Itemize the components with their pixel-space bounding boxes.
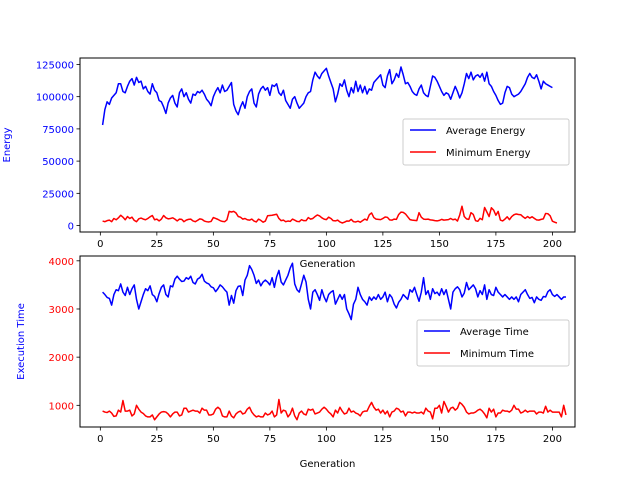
y-tick-label: 3000 <box>49 305 74 316</box>
x-tick-label: 75 <box>263 239 276 250</box>
x-tick-label: 50 <box>207 434 220 445</box>
x-tick-label: 25 <box>150 239 163 250</box>
x-tick-label: 0 <box>97 434 103 445</box>
x-tick-label: 50 <box>207 239 220 250</box>
x-tick-label: 175 <box>486 239 505 250</box>
energy-ticks: 0 25 50 75 100 125 150 175 200 0 25000 50000 75000 10… <box>36 60 562 250</box>
x-tick-label: 150 <box>430 434 449 445</box>
time-ticks: 0 25 50 75 100 125 150 175 200 1000 2000 3000 4000 <box>49 257 562 445</box>
energy-series-lines <box>101 66 558 224</box>
x-tick-label: 100 <box>317 239 336 250</box>
legend-label: Average Energy <box>446 126 525 137</box>
x-tick-label: 0 <box>97 239 103 250</box>
time-series-lines <box>102 262 567 421</box>
legend-box <box>416 319 570 367</box>
y-tick-label: 125000 <box>36 60 74 71</box>
energy-subplot: 0 25 50 75 100 125 150 175 200 0 25000 50000 75000 10… <box>2 57 576 270</box>
y-tick-label: 2000 <box>49 353 74 364</box>
series-line-minimum-energy <box>102 205 558 224</box>
x-tick-label: 125 <box>373 239 392 250</box>
x-tick-label: 75 <box>263 434 276 445</box>
time-ylabel: Execution Time <box>16 303 27 380</box>
y-tick-label: 25000 <box>42 189 74 200</box>
y-tick-label: 75000 <box>42 125 74 136</box>
energy-xlabel: Generation <box>300 259 356 270</box>
time-xlabel: Generation <box>300 459 356 470</box>
legend-label: Minimum Energy <box>446 148 531 159</box>
legend-label: Average Time <box>460 327 529 338</box>
energy-plot-area <box>79 57 576 233</box>
x-tick-label: 175 <box>486 434 505 445</box>
y-tick-label: 1000 <box>49 401 74 412</box>
x-tick-label: 200 <box>543 239 562 250</box>
x-tick-label: 25 <box>150 434 163 445</box>
series-line-average-energy <box>101 66 553 126</box>
y-tick-label: 100000 <box>36 93 74 104</box>
legend-box <box>402 118 570 166</box>
energy-ylabel: Energy <box>2 127 13 162</box>
energy-legend: Average Energy Minimum Energy <box>402 118 570 166</box>
y-tick-label: 4000 <box>49 257 74 268</box>
x-tick-label: 125 <box>373 434 392 445</box>
time-plot-area <box>79 255 576 428</box>
x-tick-label: 100 <box>317 434 336 445</box>
y-tick-label: 50000 <box>42 157 74 168</box>
series-line-average-time <box>102 262 566 321</box>
time-subplot: 0 25 50 75 100 125 150 175 200 1000 2000 3000 4000 G… <box>16 255 576 470</box>
legend-label: Minimum Time <box>460 349 534 360</box>
x-tick-label: 150 <box>430 239 449 250</box>
y-tick-label: 0 <box>68 222 74 233</box>
time-legend: Average Time Minimum Time <box>416 319 570 367</box>
x-tick-label: 200 <box>543 434 562 445</box>
series-line-minimum-time <box>102 398 567 421</box>
